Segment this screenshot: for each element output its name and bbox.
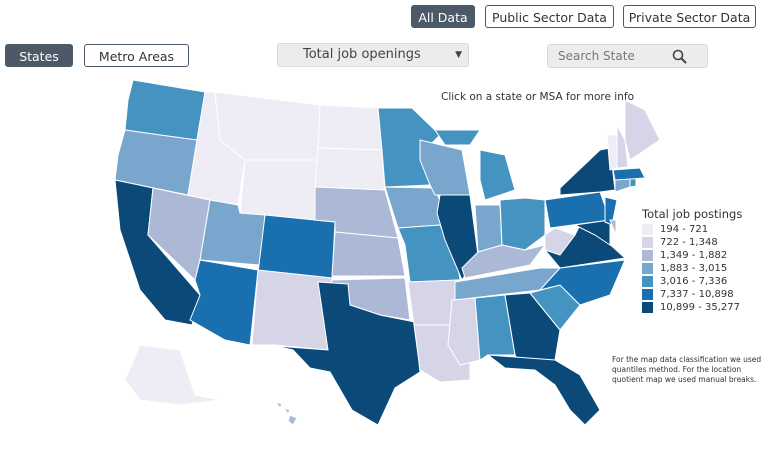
legend-swatch (642, 224, 653, 235)
state[interactable] (609, 219, 617, 236)
state[interactable] (239, 159, 319, 221)
state[interactable] (317, 104, 383, 151)
state[interactable] (616, 124, 629, 169)
legend-label: 1,349 - 1,882 (660, 250, 728, 261)
state[interactable] (474, 204, 503, 253)
state[interactable] (436, 194, 479, 282)
states-button[interactable]: States (5, 44, 73, 67)
all-data-button[interactable]: All Data (411, 5, 475, 28)
state[interactable] (287, 414, 298, 426)
legend-label: 10,899 - 35,277 (660, 302, 740, 313)
state[interactable] (559, 147, 616, 196)
legend-item: 1,349 - 1,882 (642, 249, 742, 262)
private-button[interactable]: Private Sector Data (623, 5, 756, 28)
dropdown-arrow: ▼ (455, 50, 462, 60)
legend-item: 722 - 1,348 (642, 236, 742, 249)
state[interactable] (612, 167, 646, 181)
state[interactable] (282, 407, 291, 415)
search-box[interactable]: Search State (547, 44, 708, 68)
state[interactable] (573, 219, 611, 246)
legend-item: 10,899 - 35,277 (642, 301, 742, 314)
legend-swatch (642, 302, 653, 313)
state[interactable] (124, 79, 206, 141)
legend-label: 3,016 - 7,336 (660, 276, 728, 287)
state[interactable] (274, 281, 421, 426)
state[interactable] (124, 344, 221, 406)
search-icon (672, 49, 687, 64)
state[interactable] (447, 297, 481, 366)
legend-label: 1,883 - 3,015 (660, 263, 728, 274)
state[interactable] (499, 197, 546, 251)
legend-item: 1,883 - 3,015 (642, 262, 742, 275)
state[interactable] (274, 401, 283, 409)
legend-label: 7,337 - 10,898 (660, 289, 734, 300)
state[interactable] (474, 294, 516, 361)
legend-swatch (642, 276, 653, 287)
state[interactable] (257, 214, 336, 281)
legend: Total job postings 194 - 721 722 - 1,348 1… (642, 207, 742, 314)
legend-item: 194 - 721 (642, 223, 742, 236)
legend-label: 722 - 1,348 (660, 237, 718, 248)
state[interactable] (419, 139, 471, 196)
dropdown-text: Total job openings (303, 47, 421, 62)
state[interactable] (461, 244, 547, 279)
legend-item: 3,016 - 7,336 (642, 275, 742, 288)
state[interactable] (189, 259, 259, 346)
state[interactable] (486, 354, 601, 426)
legend-swatch (642, 263, 653, 274)
search-placeholder: Search State (558, 49, 635, 63)
public-button[interactable]: Public Sector Data (485, 5, 614, 28)
legend-swatch (642, 289, 653, 300)
legend-title: Total job postings (642, 207, 743, 221)
state[interactable] (314, 147, 386, 191)
legend-item: 7,337 - 10,898 (642, 288, 742, 301)
metro-button[interactable]: Metro Areas (84, 44, 189, 67)
state[interactable] (434, 129, 481, 146)
legend-label: 194 - 721 (660, 224, 709, 235)
state[interactable] (624, 99, 661, 161)
legend-swatch (642, 250, 653, 261)
state[interactable] (479, 149, 516, 201)
state[interactable] (331, 231, 406, 277)
state[interactable] (544, 227, 576, 256)
note: For the map data classification we used … (612, 355, 762, 384)
measure-dropdown[interactable]: Total job openings ▼ (277, 43, 469, 67)
legend-swatch (642, 237, 653, 248)
hint: Click on a state or MSA for more info (441, 91, 635, 103)
